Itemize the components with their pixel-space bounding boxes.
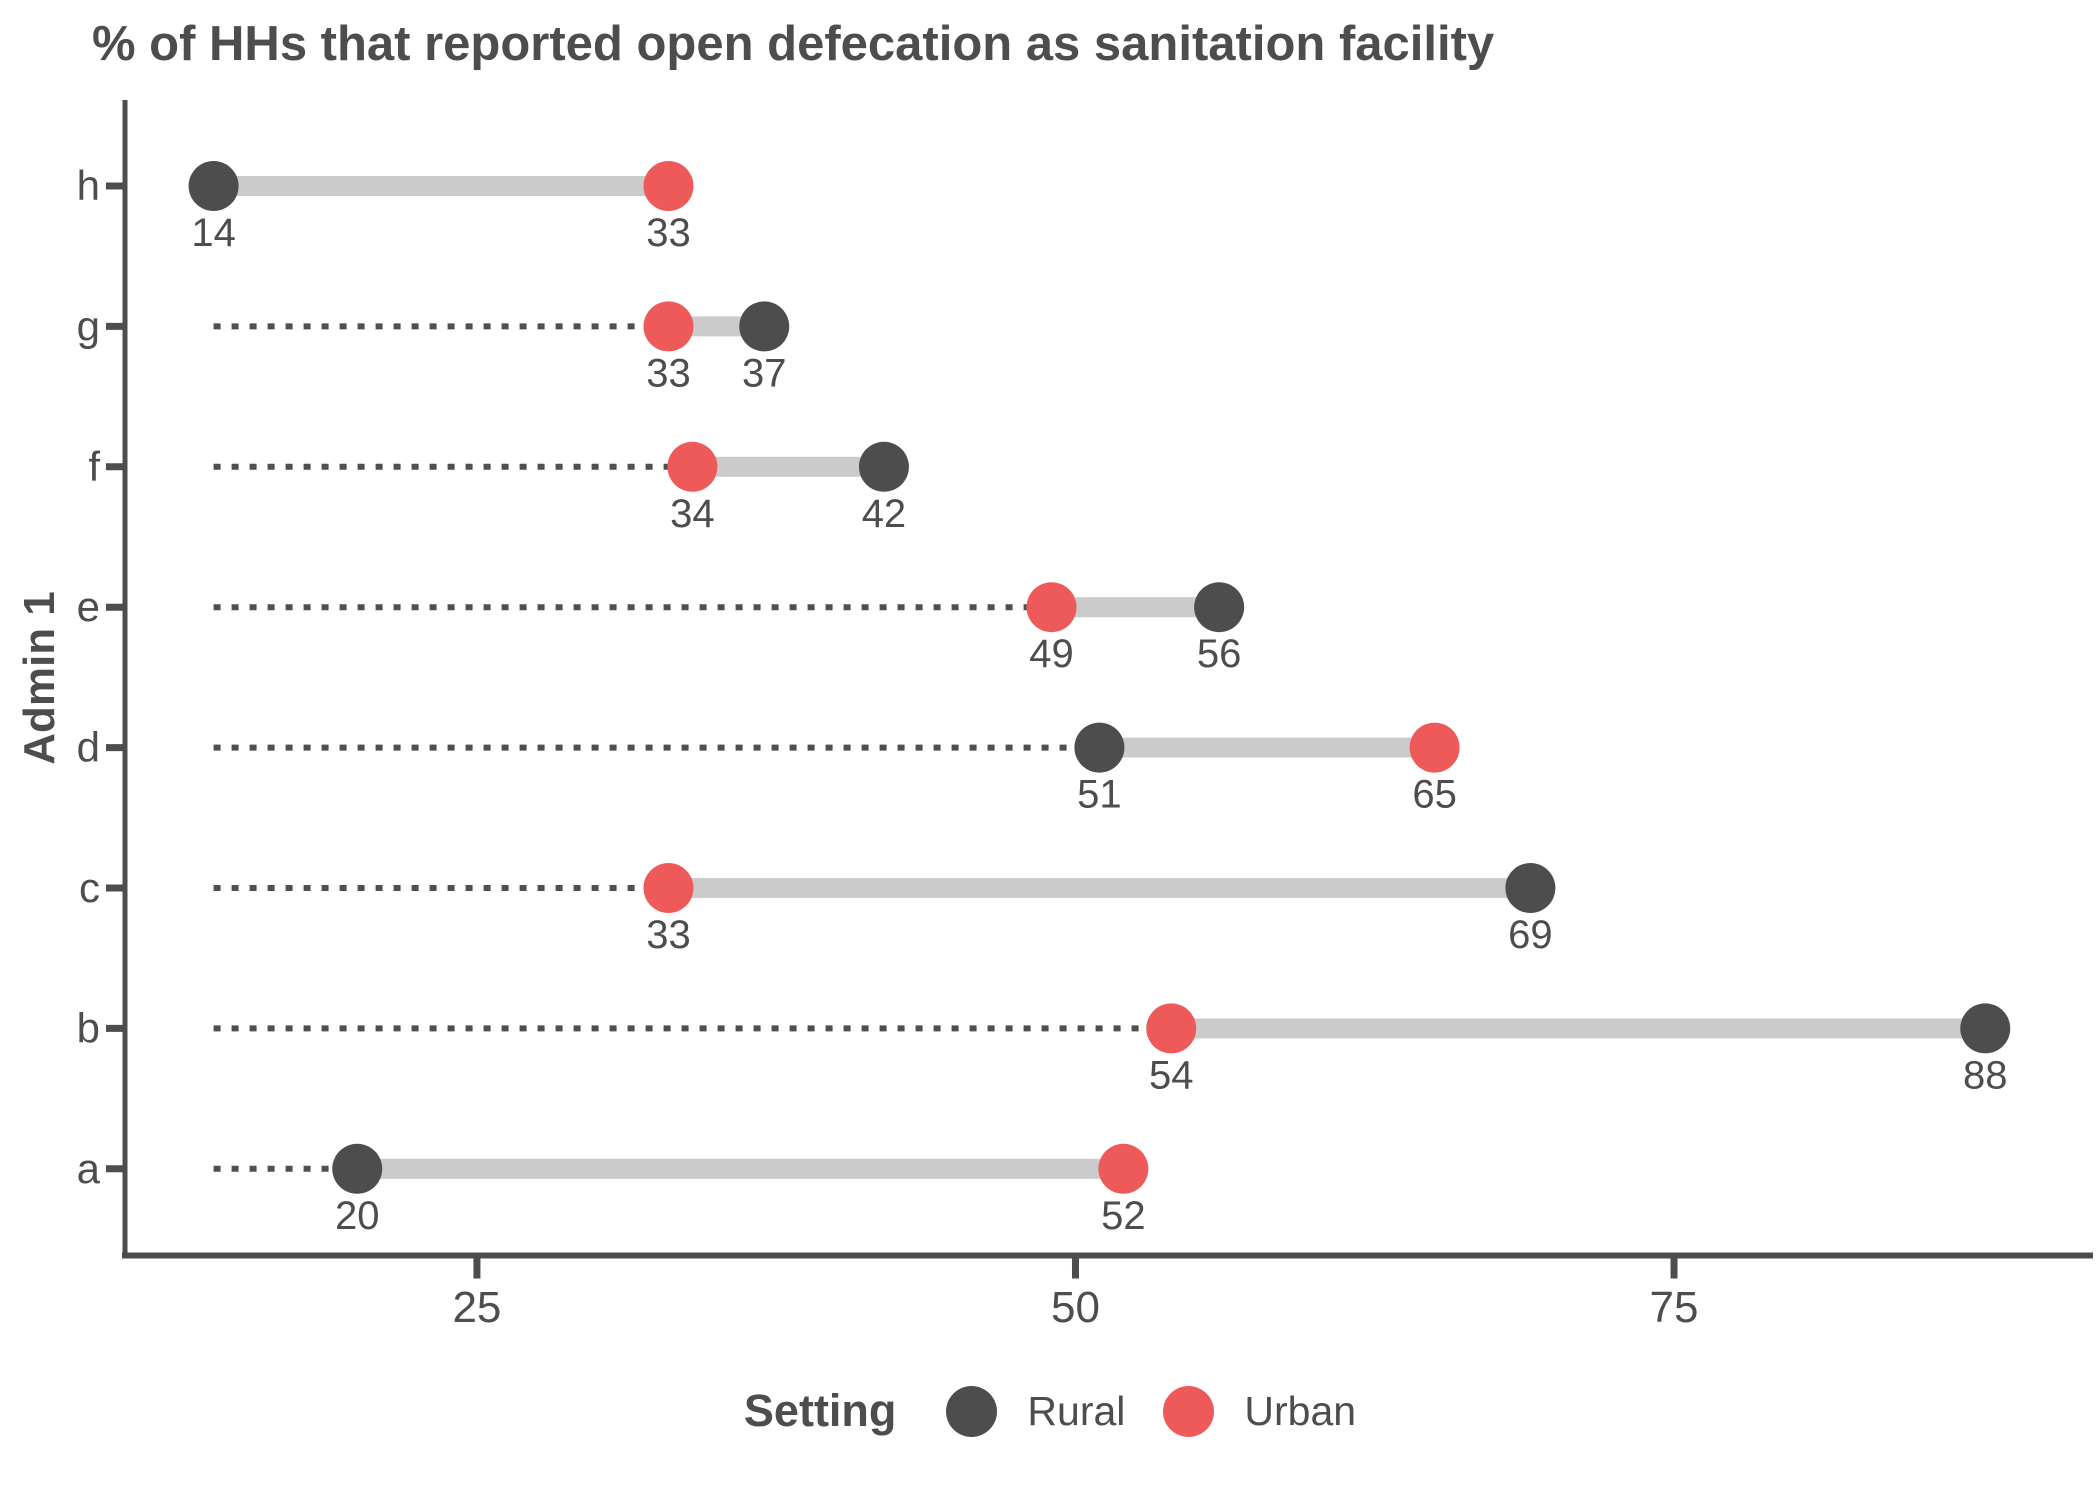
rural-value-label-a: 20 bbox=[335, 1194, 380, 1238]
rural-dot-b bbox=[1960, 1003, 2011, 1054]
category-label-b: b bbox=[77, 1004, 100, 1051]
urban-value-label-c: 33 bbox=[646, 913, 691, 957]
category-label-d: d bbox=[77, 724, 100, 771]
x-tick-label-50: 50 bbox=[1051, 1283, 1100, 1332]
legend-item-urban: Urban bbox=[1163, 1385, 1357, 1437]
category-label-e: e bbox=[77, 583, 100, 630]
urban-dot-c bbox=[643, 863, 694, 913]
rural-dot-h bbox=[188, 161, 239, 211]
connector-bar-a bbox=[357, 1158, 1124, 1179]
connector-bar-h bbox=[213, 176, 669, 196]
rural-value-label-g: 37 bbox=[742, 351, 787, 395]
rural-dot-d bbox=[1074, 722, 1125, 773]
rural-value-label-d: 51 bbox=[1077, 773, 1122, 817]
urban-value-label-d: 65 bbox=[1412, 773, 1457, 817]
rural-value-label-c: 69 bbox=[1508, 913, 1553, 957]
urban-dot-f bbox=[667, 441, 718, 492]
rural-value-label-b: 88 bbox=[1963, 1053, 2008, 1097]
rural-swatch-icon bbox=[946, 1385, 998, 1437]
rural-dot-e bbox=[1194, 582, 1245, 633]
legend-label-rural: Rural bbox=[1027, 1387, 1126, 1434]
legend-item-rural: Rural bbox=[946, 1385, 1126, 1437]
urban-dot-h bbox=[643, 161, 694, 211]
rural-dot-g bbox=[739, 301, 790, 352]
urban-value-label-g: 33 bbox=[646, 351, 691, 395]
rural-dot-c bbox=[1505, 863, 1556, 913]
urban-value-label-a: 52 bbox=[1101, 1194, 1146, 1238]
rural-value-label-e: 56 bbox=[1197, 632, 1242, 676]
urban-dot-d bbox=[1409, 722, 1460, 773]
legend-label-urban: Urban bbox=[1244, 1387, 1357, 1434]
category-label-f: f bbox=[88, 443, 100, 490]
connector-bar-d bbox=[1099, 737, 1435, 758]
urban-dot-b bbox=[1146, 1003, 1197, 1054]
category-label-h: h bbox=[77, 162, 100, 209]
category-label-g: g bbox=[77, 302, 100, 349]
connector-bar-e bbox=[1051, 597, 1220, 618]
urban-value-label-f: 34 bbox=[670, 492, 715, 536]
x-tick-label-75: 75 bbox=[1650, 1283, 1699, 1332]
category-label-a: a bbox=[77, 1145, 101, 1192]
rural-value-label-f: 42 bbox=[862, 492, 907, 536]
plot-area: 14 33 h 37 33 g 42 34 f 56 49 e 51 65 d 69 33 c 88 54 b 20 52 a… bbox=[77, 100, 2093, 1332]
urban-dot-e bbox=[1026, 582, 1077, 633]
legend-title: Setting bbox=[743, 1385, 897, 1436]
urban-value-label-h: 33 bbox=[646, 211, 691, 255]
connector-bar-c bbox=[668, 878, 1531, 898]
rural-dot-a bbox=[332, 1143, 383, 1194]
x-tick-label-25: 25 bbox=[452, 1283, 501, 1332]
urban-value-label-e: 49 bbox=[1029, 632, 1074, 676]
rural-value-label-h: 14 bbox=[191, 211, 236, 255]
legend: Setting Rural Urban bbox=[0, 1385, 2100, 1437]
urban-dot-a bbox=[1098, 1143, 1149, 1194]
urban-value-label-b: 54 bbox=[1149, 1053, 1194, 1097]
category-label-c: c bbox=[79, 864, 100, 911]
urban-swatch-icon bbox=[1163, 1385, 1215, 1437]
rural-dot-f bbox=[858, 441, 909, 492]
connector-bar-b bbox=[1171, 1018, 1986, 1039]
chart-title: % of HHs that reported open defecation a… bbox=[92, 17, 1495, 71]
urban-dot-g bbox=[643, 301, 694, 352]
connector-bar-f bbox=[692, 456, 884, 477]
